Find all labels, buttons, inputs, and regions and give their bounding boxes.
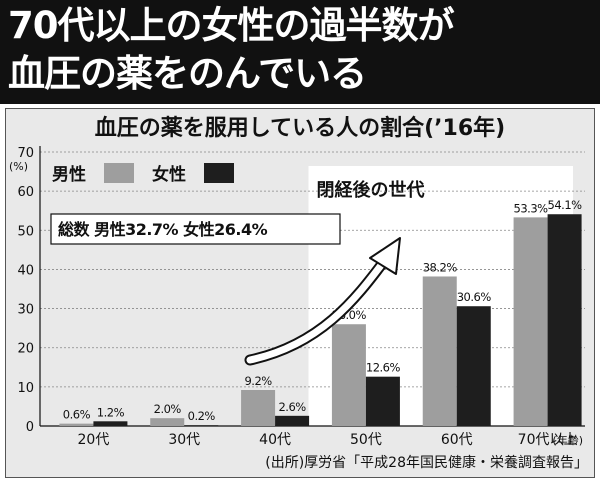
- bar-female: [184, 425, 219, 426]
- x-tick-label: 60代: [441, 432, 473, 448]
- x-tick-label: 40代: [259, 432, 291, 448]
- legend-swatch-female: [204, 163, 234, 183]
- y-tick-label: 0: [26, 420, 34, 435]
- total-box: [50, 213, 341, 245]
- data-label: 2.6%: [278, 400, 306, 414]
- x-tick-label: 70代以上: [518, 432, 578, 448]
- bar-male: [513, 217, 548, 426]
- data-label: 1.2%: [97, 405, 125, 419]
- x-unit-label: (年齢): [552, 433, 583, 447]
- x-tick-label: 30代: [168, 432, 200, 448]
- trend-arrow-head: [369, 237, 401, 275]
- y-tick-label: 60: [17, 185, 34, 200]
- data-label: 0.6%: [63, 408, 91, 422]
- headline-line-1: 70代以上の女性の過半数が: [8, 4, 454, 47]
- data-label: 9.2%: [244, 374, 272, 388]
- data-label: 53.3%: [514, 201, 549, 215]
- legend-label-female: 女性: [152, 164, 186, 185]
- bar-male: [422, 276, 457, 426]
- bar-male: [150, 418, 185, 426]
- bar-female: [456, 306, 491, 426]
- data-label: 38.2%: [423, 260, 458, 274]
- y-tick-label: 70: [17, 146, 34, 161]
- bar-female: [275, 415, 310, 426]
- bar-male: [331, 324, 366, 426]
- y-tick-label: 30: [17, 303, 34, 318]
- bar-male: [241, 389, 276, 426]
- total-label: 総数 男性32.7% 女性26.4%: [58, 220, 268, 239]
- y-tick-label: 40: [17, 263, 34, 278]
- data-label: 54.1%: [548, 198, 583, 212]
- data-label: 0.2%: [188, 409, 216, 423]
- legend-label-male: 男性: [52, 164, 86, 185]
- trend-arrow-body: [246, 256, 389, 364]
- chart-title: 血圧の薬を服用している人の割合(’16年): [94, 116, 506, 141]
- headline-line-2: 血圧の薬をのんでいる: [8, 52, 367, 95]
- bar-female: [547, 214, 582, 426]
- bar-female: [365, 376, 400, 426]
- highlight-label: 閉経後の世代: [317, 179, 425, 201]
- x-tick-label: 50代: [350, 432, 382, 448]
- data-label: 12.6%: [366, 361, 401, 375]
- x-tick-label: 20代: [78, 432, 110, 448]
- legend-swatch-male: [104, 163, 134, 183]
- y-unit-label: (%): [9, 160, 28, 173]
- source-note: (出所)厚労省「平成28年国民健康・栄養調査報告」: [265, 455, 588, 471]
- y-tick-label: 50: [17, 224, 34, 239]
- y-tick-label: 10: [17, 381, 34, 396]
- bar-male: [59, 423, 94, 426]
- data-label: 2.0%: [154, 402, 182, 416]
- bar-female: [93, 421, 128, 426]
- headline: 70代以上の女性の過半数が 血圧の薬をのんでいる: [0, 0, 600, 104]
- y-tick-label: 20: [17, 342, 34, 357]
- data-label: 30.6%: [457, 290, 492, 304]
